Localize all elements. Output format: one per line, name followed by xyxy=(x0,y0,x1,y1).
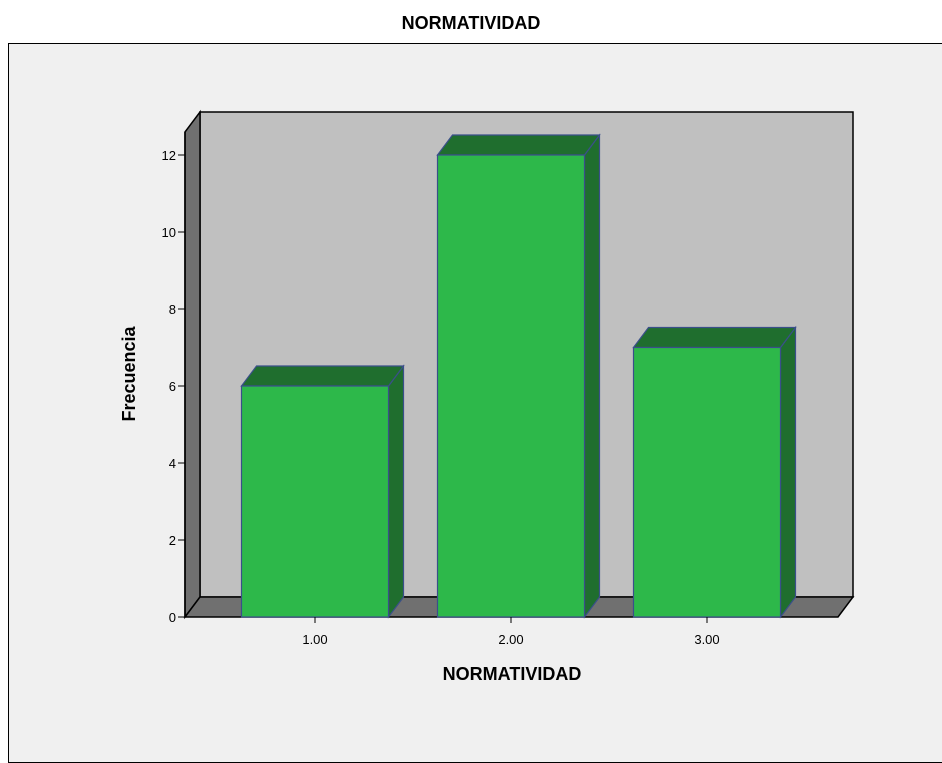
y-tick-label: 8 xyxy=(169,302,176,317)
y-tick-label: 2 xyxy=(169,533,176,548)
y-tick-label: 6 xyxy=(169,379,176,394)
y-tick-label: 4 xyxy=(169,456,176,471)
x-axis: 1.00 2.00 3.00 xyxy=(302,617,720,647)
bar-top xyxy=(240,365,405,387)
y-tick-label: 0 xyxy=(169,610,176,625)
bar-front xyxy=(632,346,782,618)
y-tick-label: 10 xyxy=(162,225,176,240)
chart-title: NORMATIVIDAD xyxy=(401,13,541,33)
bar xyxy=(632,325,797,619)
bar-side xyxy=(583,133,601,619)
y-tick-label: 12 xyxy=(162,148,176,163)
bar xyxy=(240,364,405,619)
x-tick-label: 1.00 xyxy=(302,632,327,647)
side-wall xyxy=(184,109,201,620)
bar-front xyxy=(240,385,390,618)
x-tick-label: 3.00 xyxy=(694,632,719,647)
bar-side xyxy=(387,364,405,619)
y-axis-title: Frecuencia xyxy=(119,325,139,421)
bar-top xyxy=(632,326,797,349)
bars xyxy=(240,133,797,619)
x-tick-label: 2.00 xyxy=(498,632,523,647)
x-axis-title: NORMATIVIDAD xyxy=(443,664,582,684)
bar-chart: 0 2 4 6 8 10 12 1.00 2.00 3.00 Frecuencia NORMAT… xyxy=(119,109,855,684)
y-axis: 0 2 4 6 8 10 12 xyxy=(162,132,186,625)
bar-front xyxy=(436,154,586,618)
bar-top xyxy=(436,134,601,156)
bar xyxy=(436,133,601,619)
bar-side xyxy=(779,325,797,619)
